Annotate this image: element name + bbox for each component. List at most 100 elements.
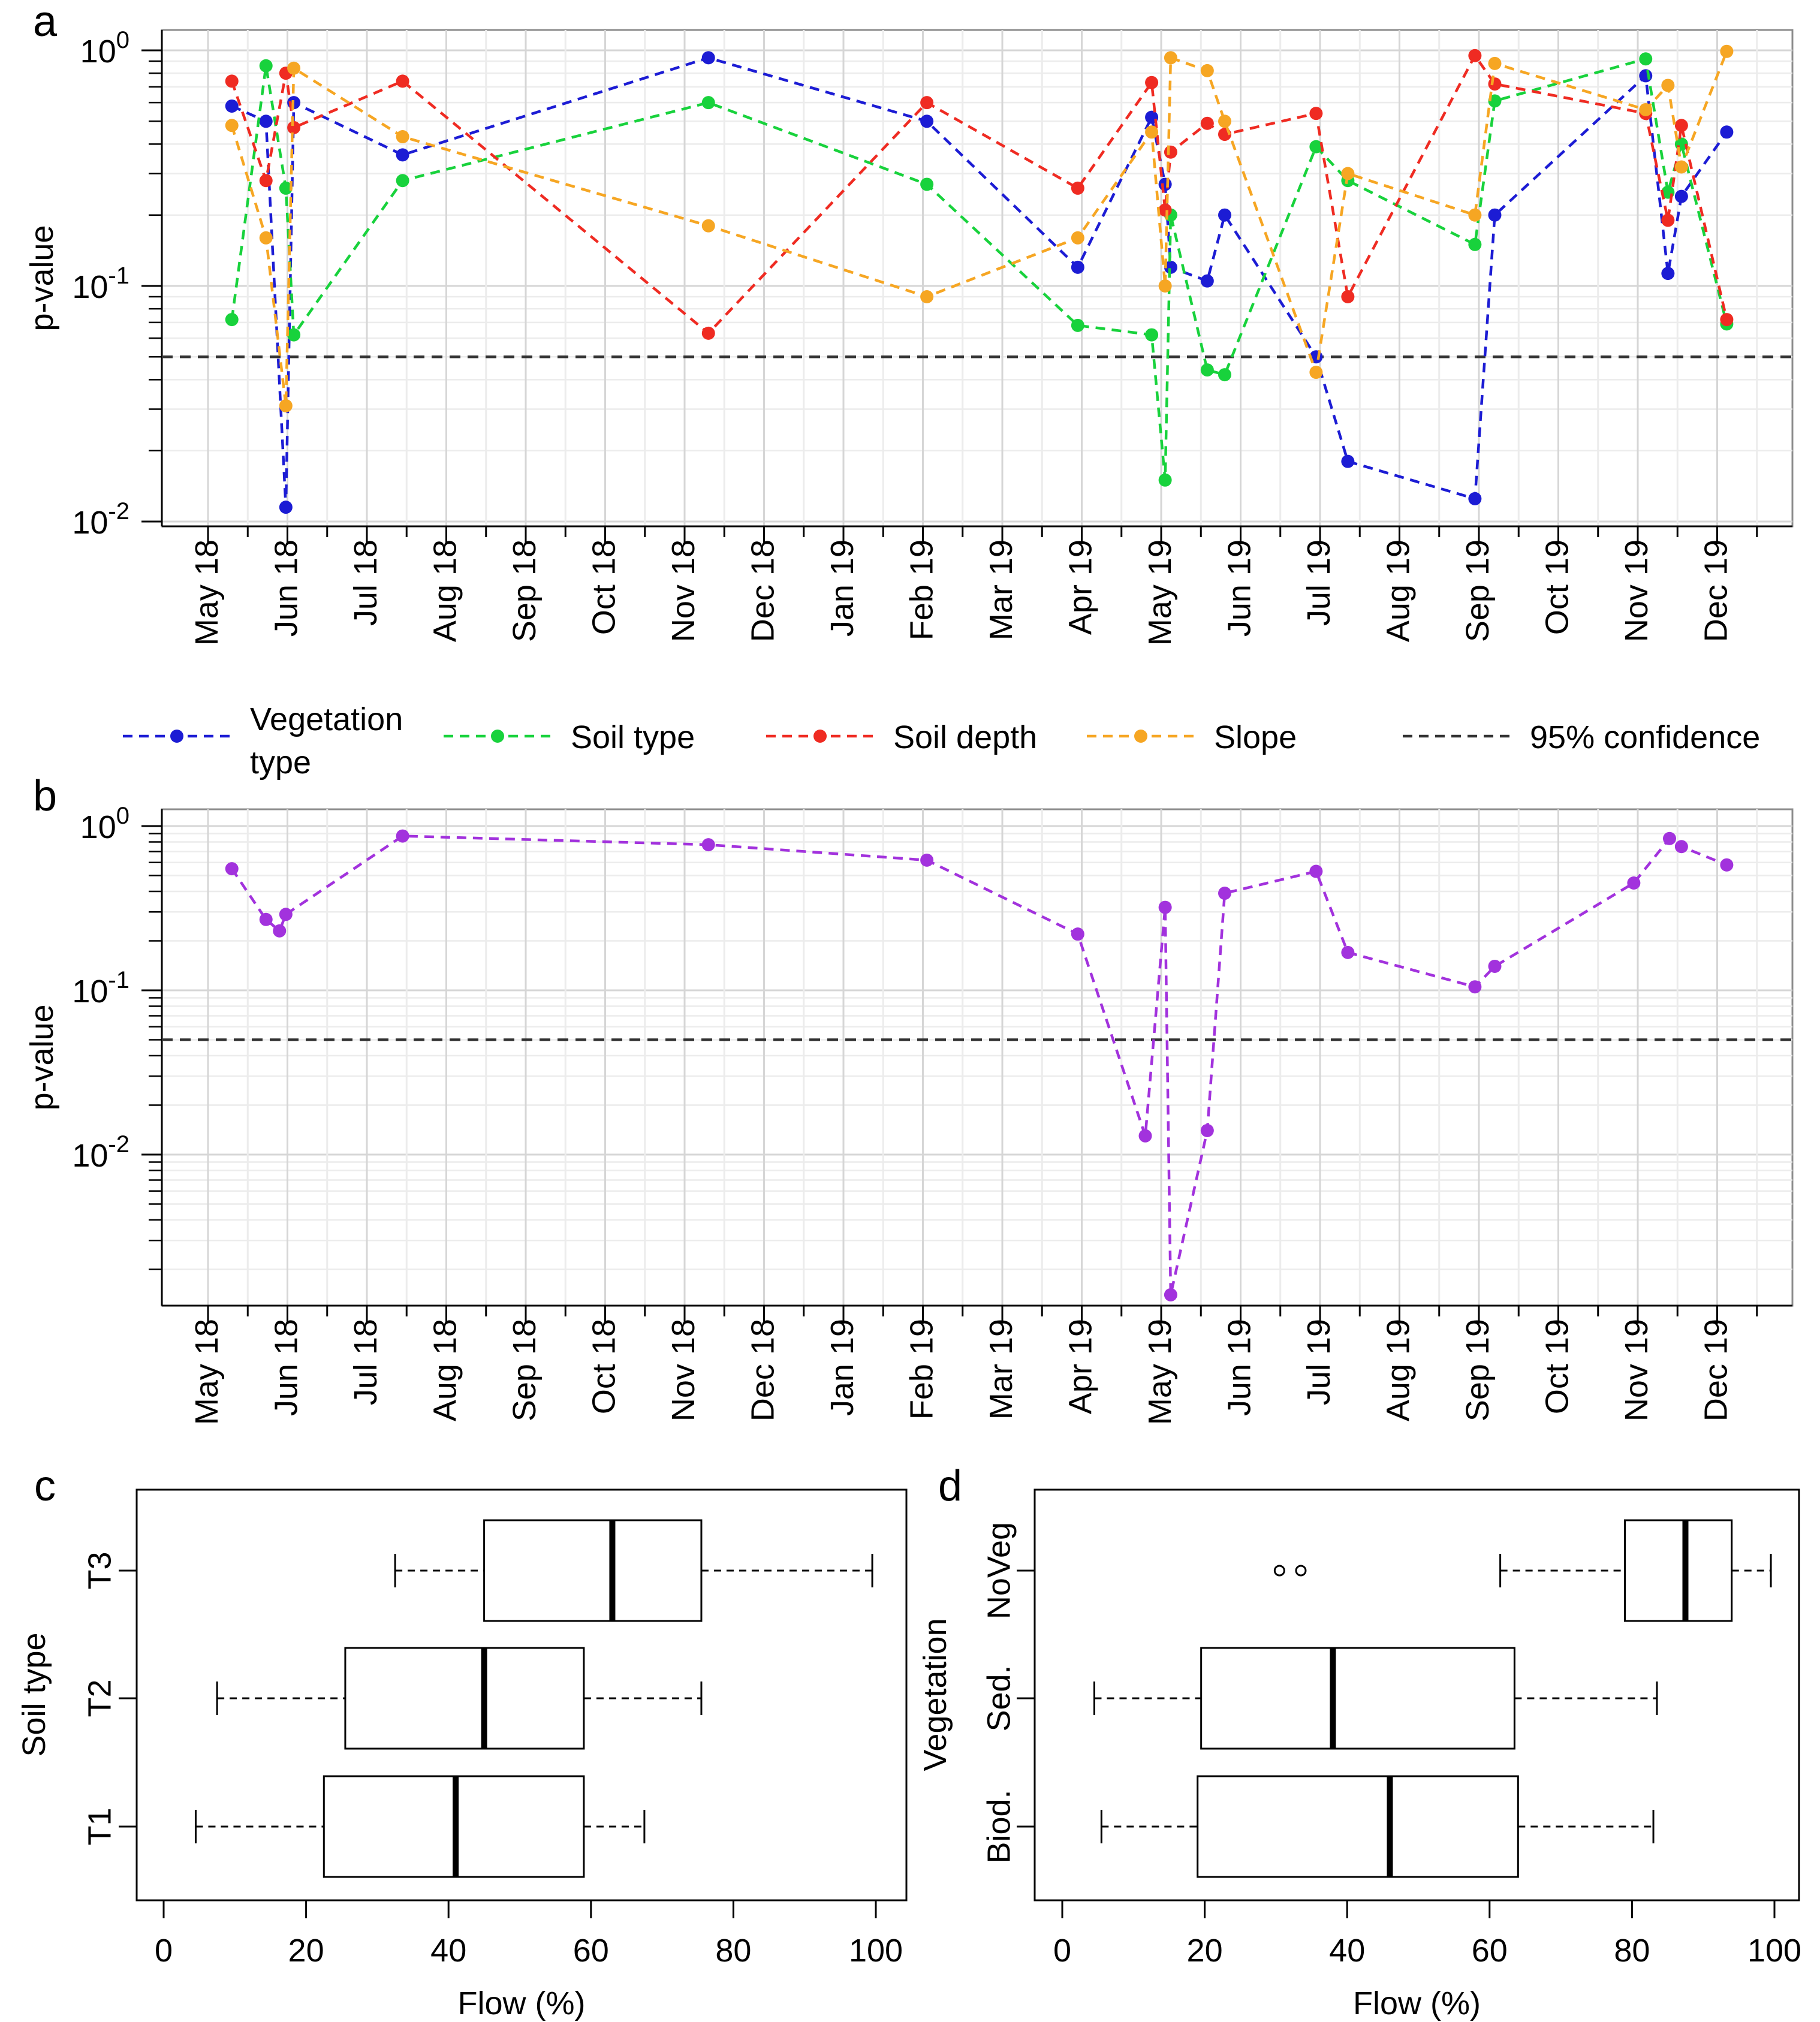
panel-b-data-point — [396, 829, 409, 843]
panel-a-data-point — [225, 119, 239, 132]
panel-d-x-tick-label: 100 — [1747, 1933, 1801, 1969]
panel-b-data-point — [1164, 1288, 1177, 1301]
panel-b-data-point — [701, 838, 715, 852]
panel-b-data-point — [1309, 864, 1323, 878]
panel-b-data-point — [1468, 980, 1482, 994]
panel-a-data-point — [259, 174, 273, 188]
panel-a-data-point — [1720, 125, 1734, 139]
panel-a-plot-area — [161, 29, 1794, 528]
panel-a-data-point — [279, 399, 293, 412]
panel-a-data-point — [259, 231, 273, 245]
panel-a-data-point — [1200, 64, 1214, 77]
panel-a-x-tick-label: Jun 19 — [1222, 540, 1258, 637]
panel-a-data-point — [920, 114, 934, 128]
legend-item: Soil depth — [766, 719, 1037, 755]
panel-a-data-point — [279, 501, 293, 514]
panel-a-data-point — [1674, 119, 1688, 132]
panel-b-x-tick-label: Dec 19 — [1698, 1319, 1734, 1421]
panel-d-x-tick-label: 0 — [1053, 1933, 1071, 1969]
panel-a-data-point — [701, 51, 715, 65]
panel-a-y-tick-label: 100 — [80, 27, 129, 70]
panel-a-data-point — [1200, 363, 1214, 377]
panel-d-box-group: Biod. — [981, 1775, 1655, 1878]
panel-b-data-point — [1341, 945, 1355, 959]
panel-c-x-tick-label: 0 — [155, 1933, 173, 1969]
panel-b-data-point — [1627, 876, 1641, 890]
panel-a-data-point — [1158, 203, 1172, 217]
panel-d-panel: 0 20 40 60 80 100 Flow (%) NoVeg Sed. Biod. — [981, 1488, 1801, 2021]
panel-b-x-tick-label: Jul 18 — [348, 1319, 384, 1405]
panel-b-x-tick-label: Jan 19 — [824, 1319, 860, 1416]
panel-b-data-point — [1720, 858, 1734, 872]
legend-swatch-marker — [1134, 730, 1147, 743]
panel-a-data-point — [1309, 366, 1323, 379]
panel-c-x-tick-label: 20 — [288, 1933, 324, 1969]
panel-b-series-line — [230, 834, 1728, 1295]
panel-d-box-group: NoVeg — [981, 1519, 1772, 1622]
panel-b-x-tick-label: Aug 18 — [427, 1319, 463, 1421]
panel-d-x-tick-label: 60 — [1472, 1933, 1508, 1969]
panel-b-x-tick-label: Nov 19 — [1619, 1319, 1655, 1421]
panel-d-y-axis-label: Vegetation — [917, 1618, 953, 1771]
panel-d-box-group: Sed. — [981, 1647, 1658, 1750]
panel-c-box — [483, 1519, 703, 1622]
panel-a-x-tick-label: Feb 19 — [904, 540, 940, 640]
panel-a-y-axis-label: p-value — [24, 225, 60, 331]
legend-swatch-marker — [170, 730, 183, 743]
panel-b-x-tick-label: Mar 19 — [983, 1319, 1019, 1420]
panel-b-data-point — [1158, 900, 1172, 914]
legend-swatch-marker — [813, 730, 827, 743]
panel-a-data-point — [279, 181, 293, 195]
panel-b-data-point — [1200, 1123, 1214, 1137]
panel-c-box-group: T1 — [82, 1775, 646, 1878]
panel-a-data-point — [1218, 368, 1231, 382]
panel-a-data-point — [1071, 181, 1084, 195]
panel-a-data-point — [1488, 208, 1502, 222]
panel-d-x-tick-label: 20 — [1187, 1933, 1223, 1969]
panel-a-data-point — [396, 74, 409, 88]
panel-a-data-point — [1639, 103, 1653, 116]
panel-b-x-tick-label: Feb 19 — [904, 1319, 940, 1420]
panel-a-data-point — [1164, 260, 1177, 274]
panel-d-category-label: Biod. — [981, 1789, 1017, 1863]
panel-b-data-point — [225, 862, 239, 876]
chart-root: 100 10-1 10-2 p-value May 18 Jun 18 Jul 18 Aug … — [16, 0, 1801, 2021]
panel-a-data-point — [1164, 145, 1177, 159]
panel-a-data-point — [225, 313, 239, 327]
panel-b-x-tick-label: Oct 19 — [1539, 1319, 1575, 1414]
panel-a-x-tick-label: Nov 18 — [665, 540, 701, 642]
panel-a-y-tick-label: 10-1 — [72, 263, 129, 305]
panel-b-x-tick-label: Jul 19 — [1301, 1319, 1337, 1405]
panel-b-data-point — [1071, 927, 1084, 941]
panel-a-data-point — [920, 177, 934, 191]
legend: Vegetation type Soil type Soil depth Slope 95… — [123, 701, 1760, 781]
panel-d-outlier — [1273, 1565, 1285, 1577]
panel-a-data-point — [259, 114, 273, 128]
panel-a-data-point — [1674, 189, 1688, 203]
panel-label: c — [34, 1462, 56, 1510]
panel-c-category-label: T2 — [82, 1679, 117, 1717]
panel-a-data-point — [259, 59, 273, 73]
panel-a-data-point — [1158, 177, 1172, 191]
panel-b-data-point — [273, 924, 287, 938]
panel-a-data-point — [1158, 279, 1172, 293]
panel-b-y-tick-label: 100 — [80, 803, 129, 845]
panel-a-data-point — [1218, 114, 1231, 128]
panel-b-x-tick-label: Jun 18 — [269, 1319, 305, 1416]
panel-a-x-tick-label: May 18 — [189, 540, 225, 646]
panel-a-data-point — [701, 326, 715, 340]
panel-a-x-tick-label: Aug 18 — [427, 540, 463, 642]
panel-a-x-tick-label: Jan 19 — [824, 540, 860, 637]
panel-d-outlier — [1295, 1565, 1307, 1577]
panel-a-data-point — [1468, 49, 1482, 62]
legend-label: 95% confidence — [1530, 719, 1760, 755]
panel-a-data-point — [1145, 328, 1159, 342]
legend-item: Soil type — [444, 719, 695, 755]
panel-c-box-group: T2 — [82, 1647, 703, 1750]
panel-d-category-label: Sed. — [981, 1665, 1017, 1731]
panel-a-x-tick-label: Jun 18 — [269, 540, 305, 637]
panel-b-panel: 100 10-1 10-2 p-value May 18 Jun 18 Jul 18 Aug … — [24, 803, 1794, 1425]
panel-a-data-point — [1488, 77, 1502, 91]
panel-a-x-tick-label: Oct 18 — [586, 540, 622, 635]
